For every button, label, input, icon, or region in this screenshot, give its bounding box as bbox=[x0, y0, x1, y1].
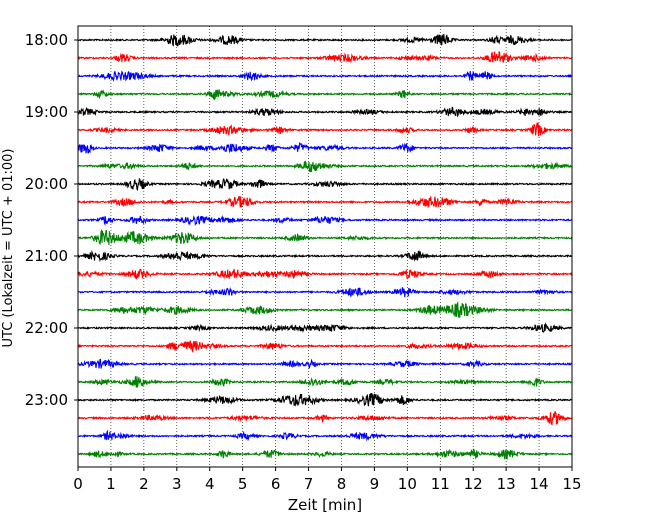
x-tick-label: 14 bbox=[530, 475, 549, 493]
y-tick-label: 23:00 bbox=[25, 391, 68, 409]
seismogram-trace bbox=[77, 300, 573, 318]
seismogram-trace bbox=[77, 286, 573, 298]
x-axis-label: Zeit [min] bbox=[288, 496, 362, 514]
seismogram-trace bbox=[77, 393, 573, 407]
x-axis-ticks: 0 1 2 3 4 5 6 7 8 9 10 11 12 13 14 15 bbox=[73, 467, 582, 493]
seismogram-trace bbox=[77, 340, 573, 354]
traces bbox=[77, 33, 573, 461]
y-axis-label: UTC (Lokalzeit = UTC + 01:00) bbox=[1, 149, 16, 348]
x-tick-label: 5 bbox=[238, 475, 248, 493]
seismogram-trace bbox=[77, 322, 573, 333]
x-tick-label: 6 bbox=[271, 475, 281, 493]
seismogram-trace bbox=[77, 33, 573, 47]
y-tick-label: 20:00 bbox=[25, 175, 68, 193]
seismogram-trace bbox=[77, 106, 573, 118]
x-tick-label: 4 bbox=[205, 475, 215, 493]
seismogram-trace bbox=[77, 160, 573, 173]
seismogram-trace bbox=[77, 448, 573, 461]
plot-frame bbox=[77, 25, 573, 468]
seismogram-trace bbox=[77, 249, 573, 263]
seismogram-trace bbox=[77, 268, 573, 280]
x-tick-label: 10 bbox=[398, 475, 417, 493]
y-tick-label: 18:00 bbox=[25, 31, 68, 49]
seismogram-trace bbox=[77, 429, 573, 442]
x-tick-label: 1 bbox=[106, 475, 116, 493]
seismogram-trace bbox=[77, 50, 573, 64]
y-tick-label: 21:00 bbox=[25, 247, 68, 265]
x-tick-label: 2 bbox=[139, 475, 149, 493]
x-tick-label: 8 bbox=[337, 475, 347, 493]
seismogram-trace bbox=[77, 70, 573, 83]
x-tick-label: 11 bbox=[431, 475, 450, 493]
x-tick-label: 7 bbox=[304, 475, 314, 493]
seismogram-trace bbox=[77, 177, 573, 192]
y-tick-label: 19:00 bbox=[25, 103, 68, 121]
seismogram-trace bbox=[77, 214, 573, 227]
x-tick-label: 3 bbox=[172, 475, 182, 493]
y-tick-label: 22:00 bbox=[25, 319, 68, 337]
x-tick-label: 0 bbox=[73, 475, 83, 493]
plot-background bbox=[78, 26, 572, 467]
x-tick-label: 12 bbox=[464, 475, 483, 493]
seismogram-trace bbox=[77, 358, 573, 369]
seismogram-trace bbox=[77, 88, 573, 101]
seismogram-trace bbox=[77, 142, 573, 154]
seismogram-trace bbox=[77, 228, 573, 246]
x-tick-label: 15 bbox=[562, 475, 581, 493]
seismogram-trace bbox=[77, 411, 573, 426]
seismogram-trace bbox=[77, 195, 573, 209]
y-axis-ticks: 18:00 19:00 20:00 21:00 22:00 23:00 bbox=[25, 31, 78, 409]
x-tick-label: 13 bbox=[497, 475, 516, 493]
x-tick-label: 9 bbox=[370, 475, 380, 493]
seismogram-trace bbox=[77, 122, 573, 137]
seismogram-trace bbox=[77, 376, 573, 388]
